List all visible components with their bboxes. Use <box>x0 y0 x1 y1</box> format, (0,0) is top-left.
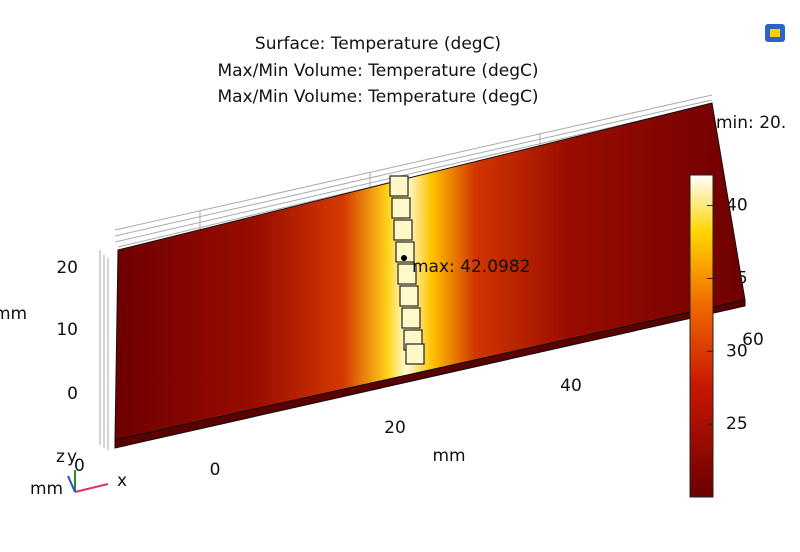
title-line: Max/Min Volume: Temperature (degC) <box>217 87 538 107</box>
x-tick-label: 0 <box>210 460 221 480</box>
toolbar-icon-inner <box>770 29 780 37</box>
colorbar-tick-label: 40 <box>726 196 748 216</box>
title-line: Surface: Temperature (degC) <box>255 34 501 54</box>
min-annotation: min: 20. <box>716 113 786 133</box>
max-marker <box>401 255 407 261</box>
y-tick-label: 10 <box>56 320 78 340</box>
y-axis-label: mm <box>0 304 27 324</box>
triad-label: x <box>117 471 127 491</box>
colorbar-tick-label: 30 <box>726 341 748 361</box>
x-axis-label: mm <box>432 446 465 466</box>
max-annotation: max: 42.0982 <box>412 257 530 277</box>
x-tick-label: 40 <box>560 376 582 396</box>
axis-triad: z y 0 x mm <box>30 447 127 499</box>
triad-label: y <box>67 447 77 467</box>
colorbar <box>689 174 714 498</box>
y-tick-label: 0 <box>67 384 78 404</box>
triad-label: mm <box>30 479 63 499</box>
colorbar-tick-label: 25 <box>726 414 748 434</box>
heater-blocks <box>389 175 425 365</box>
y-tick-label: 20 <box>56 258 78 278</box>
x-tick-label: 60 <box>742 330 764 350</box>
x-tick-label: 20 <box>384 418 406 438</box>
title-line: Max/Min Volume: Temperature (degC) <box>217 61 538 81</box>
triad-label: 0 <box>74 456 85 476</box>
plate-edge <box>114 299 746 449</box>
triad-label: z <box>56 447 65 467</box>
